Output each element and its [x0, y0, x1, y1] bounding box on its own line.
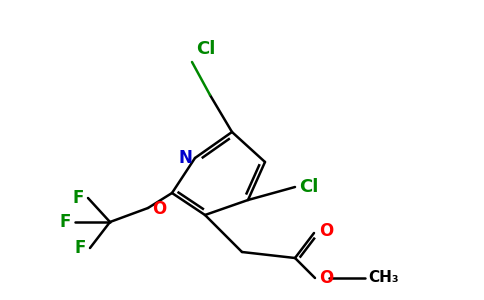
Text: CH₃: CH₃	[368, 271, 399, 286]
Text: F: F	[73, 189, 84, 207]
Text: N: N	[178, 149, 192, 167]
Text: F: F	[75, 239, 86, 257]
Text: Cl: Cl	[196, 40, 215, 58]
Text: Cl: Cl	[299, 178, 318, 196]
Text: O: O	[319, 222, 333, 240]
Text: O: O	[319, 269, 333, 287]
Text: O: O	[152, 200, 166, 218]
Text: F: F	[60, 213, 71, 231]
